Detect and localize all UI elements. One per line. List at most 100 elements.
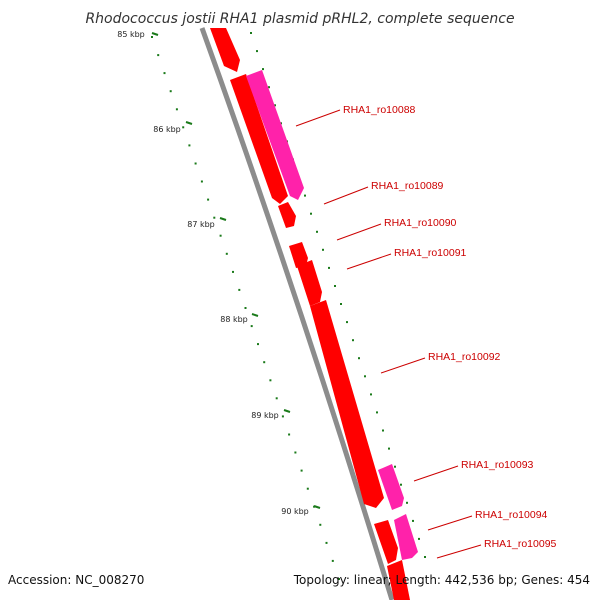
ruler-dot: [169, 90, 172, 93]
kbp-label: 86 kbp: [153, 125, 181, 134]
ruler-dot: [194, 162, 197, 165]
gene-arrow-ro10090[interactable]: [278, 202, 296, 228]
ruler-dot: [250, 32, 252, 34]
leader-line: [336, 223, 382, 241]
ruler-dot: [370, 393, 372, 396]
kbp-tick-87: 87 kbp: [187, 217, 227, 229]
ruler-dot: [232, 270, 234, 273]
gene-label-text[interactable]: RHA1_ro10095: [484, 538, 557, 550]
ruler-dot: [225, 252, 228, 255]
ruler-dot: [200, 180, 203, 183]
ruler-dot: [213, 216, 216, 219]
gene-arrow-ro10089[interactable]: [230, 74, 288, 204]
map-title: Rhodococcus jostii RHA1 plasmid pRHL2, c…: [85, 11, 514, 27]
tick-mark: [283, 409, 291, 413]
gene-label-text[interactable]: RHA1_ro10094: [475, 509, 548, 521]
ruler-dot: [182, 126, 185, 129]
ruler-dot: [310, 212, 312, 215]
gene-label-ro10091[interactable]: RHA1_ro10091: [346, 247, 467, 270]
ruler-dot: [394, 465, 396, 468]
ruler-dot: [275, 397, 278, 400]
kbp-label: 90 kbp: [281, 507, 309, 516]
tick-mark: [219, 217, 227, 221]
ruler-dot: [188, 144, 191, 147]
gene-arrow-ro10094[interactable]: [374, 520, 398, 564]
ruler-dot: [175, 108, 178, 111]
ruler-dot: [256, 50, 258, 53]
ruler-dot: [219, 234, 222, 237]
kbp-tick-90: 90 kbp: [281, 505, 321, 516]
gene-label-ro10095[interactable]: RHA1_ro10095: [436, 538, 557, 559]
ruler-dot: [424, 556, 426, 558]
gene-arrow-bottom[interactable]: [387, 560, 410, 600]
gene-label-ro10089[interactable]: RHA1_ro10089: [323, 180, 444, 205]
tick-mark: [185, 121, 193, 125]
gene-arrow-ro10095[interactable]: [394, 514, 418, 560]
ruler-dot: [263, 361, 266, 364]
ruler-dot: [358, 357, 360, 360]
gene-label-text[interactable]: RHA1_ro10090: [384, 217, 457, 229]
gene-label-text[interactable]: RHA1_ro10091: [394, 247, 467, 259]
ruler-dot: [412, 519, 414, 522]
ruler-dot: [163, 72, 166, 75]
ruler-dot: [300, 469, 303, 472]
ruler-dot: [244, 307, 247, 309]
ruler-dot: [306, 487, 309, 490]
ruler-dot: [382, 429, 384, 432]
leader-line: [295, 109, 341, 127]
gene-label-text[interactable]: RHA1_ro10093: [461, 459, 534, 471]
gene-arrow-ro10093[interactable]: [378, 464, 404, 510]
tick-mark: [251, 313, 259, 317]
gene-label-ro10090[interactable]: RHA1_ro10090: [336, 217, 457, 241]
ruler-dot: [400, 483, 402, 486]
kbp-tick-86: 86 kbp: [153, 121, 193, 134]
ruler-dot: [340, 303, 342, 305]
ruler-dot: [281, 415, 284, 418]
gene-label-ro10088[interactable]: RHA1_ro10088: [295, 104, 416, 127]
gene-label-ro10092[interactable]: RHA1_ro10092: [380, 351, 501, 374]
kbp-label: 87 kbp: [187, 220, 215, 229]
tick-mark: [313, 505, 321, 509]
gene-label-ro10093[interactable]: RHA1_ro10093: [413, 459, 534, 482]
ruler-dot: [364, 375, 366, 378]
ruler-dot: [418, 537, 420, 540]
gene-label-ro10094[interactable]: RHA1_ro10094: [427, 509, 548, 531]
gene-arrow-ro10092a[interactable]: [297, 260, 322, 306]
leader-line: [413, 465, 459, 482]
ruler-dot: [257, 343, 259, 346]
tick-mark: [151, 32, 159, 36]
ruler-dot: [376, 411, 378, 414]
ruler-dot: [322, 248, 324, 251]
gene-arrow-partial[interactable]: [210, 28, 240, 72]
gene-label-text[interactable]: RHA1_ro10088: [343, 104, 416, 116]
leader-line: [323, 186, 369, 205]
ruler-dot: [346, 321, 348, 324]
gene-label-text[interactable]: RHA1_ro10089: [371, 180, 444, 192]
kbp-label: 88 kbp: [220, 315, 248, 324]
ruler-dot: [316, 230, 318, 233]
kbp-tick-85: 85 kbp: [117, 30, 159, 39]
ruler-dot: [304, 194, 306, 197]
accession-text: Accession: NC_008270: [8, 573, 145, 587]
kbp-label: 85 kbp: [117, 30, 145, 39]
kbp-label: 89 kbp: [251, 411, 279, 420]
ruler-dot: [207, 198, 210, 201]
kbp-tick-88: 88 kbp: [220, 313, 259, 324]
ruler-dot: [352, 339, 354, 342]
gene-label-text[interactable]: RHA1_ro10092: [428, 351, 501, 363]
gene-arrow-ro10088[interactable]: [246, 70, 304, 200]
ruler-dot: [269, 379, 272, 382]
kbp-tick-89: 89 kbp: [251, 409, 291, 420]
ruler-dot: [319, 523, 322, 526]
sequence-backbone: [199, 27, 395, 600]
ruler-dot: [388, 447, 390, 450]
gene-arrow-ro10092b[interactable]: [310, 300, 384, 508]
leader-line: [427, 515, 473, 531]
ruler-dot: [157, 54, 160, 57]
gene-arrow-ro10091[interactable]: [289, 242, 308, 268]
ruler-dot: [334, 285, 336, 287]
ruler-dot: [274, 104, 276, 107]
ruler-dot: [325, 541, 328, 544]
leader-line: [380, 357, 426, 374]
